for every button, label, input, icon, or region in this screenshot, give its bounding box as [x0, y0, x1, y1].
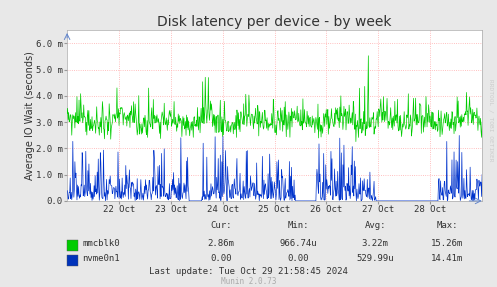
Text: mmcblk0: mmcblk0	[82, 239, 120, 249]
Text: Last update: Tue Oct 29 21:58:45 2024: Last update: Tue Oct 29 21:58:45 2024	[149, 267, 348, 276]
Text: 14.41m: 14.41m	[431, 254, 463, 263]
Text: 15.26m: 15.26m	[431, 239, 463, 249]
Text: RRDTOOL / TOBI OETIKER: RRDTOOL / TOBI OETIKER	[488, 79, 493, 162]
Text: Cur:: Cur:	[210, 221, 232, 230]
Text: Max:: Max:	[436, 221, 458, 230]
Text: 2.86m: 2.86m	[208, 239, 235, 249]
Y-axis label: Average IO Wait (seconds): Average IO Wait (seconds)	[25, 51, 35, 180]
Text: 3.22m: 3.22m	[362, 239, 389, 249]
Text: 966.74u: 966.74u	[279, 239, 317, 249]
Text: Avg:: Avg:	[364, 221, 386, 230]
Text: Munin 2.0.73: Munin 2.0.73	[221, 277, 276, 286]
Title: Disk latency per device - by week: Disk latency per device - by week	[158, 15, 392, 29]
Text: Min:: Min:	[287, 221, 309, 230]
Text: nvme0n1: nvme0n1	[82, 254, 120, 263]
Text: 0.00: 0.00	[210, 254, 232, 263]
Text: 0.00: 0.00	[287, 254, 309, 263]
Text: 529.99u: 529.99u	[356, 254, 394, 263]
